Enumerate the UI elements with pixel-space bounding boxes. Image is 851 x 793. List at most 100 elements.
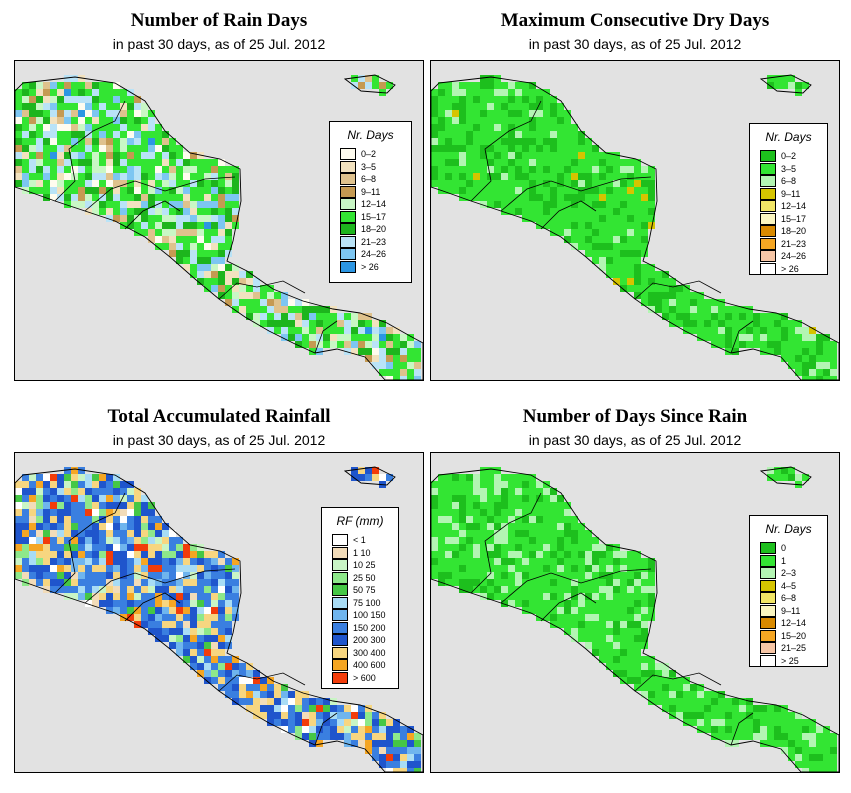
grid-cell bbox=[169, 635, 176, 642]
grid-cell bbox=[57, 103, 64, 110]
grid-cell bbox=[515, 495, 522, 502]
grid-cell bbox=[64, 495, 71, 502]
grid-cell bbox=[550, 579, 557, 586]
grid-cell bbox=[627, 579, 634, 586]
grid-cell bbox=[473, 474, 480, 481]
grid-cell bbox=[487, 467, 494, 474]
grid-cell bbox=[337, 733, 344, 740]
grid-cell bbox=[501, 89, 508, 96]
grid-cell bbox=[120, 565, 127, 572]
grid-cell bbox=[78, 481, 85, 488]
grid-cell bbox=[627, 677, 634, 684]
grid-cell bbox=[71, 481, 78, 488]
grid-cell bbox=[148, 516, 155, 523]
grid-cell bbox=[148, 509, 155, 516]
grid-cell bbox=[134, 530, 141, 537]
grid-cell bbox=[816, 747, 823, 754]
grid-cell bbox=[225, 243, 232, 250]
grid-cell bbox=[78, 166, 85, 173]
grid-cell bbox=[281, 292, 288, 299]
grid-cell bbox=[648, 558, 655, 565]
grid-cell bbox=[515, 194, 522, 201]
grid-cell bbox=[571, 565, 578, 572]
grid-cell bbox=[634, 292, 641, 299]
grid-cell bbox=[508, 565, 515, 572]
grid-cell bbox=[92, 187, 99, 194]
grid-cell bbox=[190, 222, 197, 229]
grid-cell bbox=[606, 551, 613, 558]
grid-cell bbox=[480, 488, 487, 495]
grid-cell bbox=[281, 327, 288, 334]
grid-cell bbox=[197, 236, 204, 243]
grid-cell bbox=[155, 579, 162, 586]
grid-cell bbox=[155, 166, 162, 173]
grid-cell bbox=[183, 173, 190, 180]
grid-cell bbox=[543, 194, 550, 201]
grid-cell bbox=[239, 663, 246, 670]
grid-cell bbox=[92, 593, 99, 600]
grid-cell bbox=[239, 285, 246, 292]
grid-cell bbox=[445, 145, 452, 152]
grid-cell bbox=[36, 523, 43, 530]
grid-cell bbox=[599, 229, 606, 236]
grid-cell bbox=[431, 502, 438, 509]
grid-cell bbox=[592, 593, 599, 600]
grid-cell bbox=[543, 166, 550, 173]
grid-cell bbox=[274, 313, 281, 320]
grid-cell bbox=[225, 299, 232, 306]
grid-cell bbox=[550, 103, 557, 110]
grid-cell bbox=[781, 740, 788, 747]
grid-cell bbox=[400, 754, 407, 761]
grid-cell bbox=[515, 110, 522, 117]
grid-cell bbox=[120, 481, 127, 488]
grid-cell bbox=[536, 551, 543, 558]
grid-cell bbox=[599, 215, 606, 222]
grid-cell bbox=[260, 691, 267, 698]
grid-cell bbox=[190, 607, 197, 614]
grid-cell bbox=[148, 152, 155, 159]
grid-cell bbox=[141, 187, 148, 194]
legend-label: 9–11 bbox=[781, 188, 801, 199]
grid-cell bbox=[211, 586, 218, 593]
grid-cell bbox=[358, 733, 365, 740]
grid-cell bbox=[655, 698, 662, 705]
grid-cell bbox=[393, 376, 400, 380]
grid-cell bbox=[197, 558, 204, 565]
grid-cell bbox=[120, 103, 127, 110]
grid-cell bbox=[725, 712, 732, 719]
grid-cell bbox=[169, 642, 176, 649]
grid-cell bbox=[78, 586, 85, 593]
grid-cell bbox=[522, 166, 529, 173]
grid-cell bbox=[211, 264, 218, 271]
grid-cell bbox=[204, 159, 211, 166]
grid-cell bbox=[480, 593, 487, 600]
grid-cell bbox=[351, 705, 358, 712]
grid-cell bbox=[113, 474, 120, 481]
grid-cell bbox=[522, 138, 529, 145]
grid-cell bbox=[211, 208, 218, 215]
grid-cell bbox=[127, 138, 134, 145]
grid-cell bbox=[578, 621, 585, 628]
grid-cell bbox=[36, 152, 43, 159]
grid-cell bbox=[29, 488, 36, 495]
grid-cell bbox=[211, 677, 218, 684]
grid-cell bbox=[309, 334, 316, 341]
grid-cell bbox=[379, 355, 386, 362]
grid-cell bbox=[599, 586, 606, 593]
grid-cell bbox=[809, 334, 816, 341]
legend-swatch bbox=[340, 148, 356, 160]
grid-cell bbox=[309, 712, 316, 719]
grid-cell bbox=[501, 488, 508, 495]
grid-cell bbox=[536, 103, 543, 110]
grid-cell bbox=[487, 474, 494, 481]
grid-cell bbox=[718, 712, 725, 719]
grid-cell bbox=[564, 523, 571, 530]
grid-cell bbox=[64, 187, 71, 194]
grid-cell bbox=[323, 334, 330, 341]
grid-cell bbox=[466, 110, 473, 117]
grid-cell bbox=[606, 607, 613, 614]
grid-cell bbox=[407, 341, 414, 348]
grid-cell bbox=[141, 572, 148, 579]
grid-cell bbox=[330, 726, 337, 733]
grid-cell bbox=[29, 509, 36, 516]
